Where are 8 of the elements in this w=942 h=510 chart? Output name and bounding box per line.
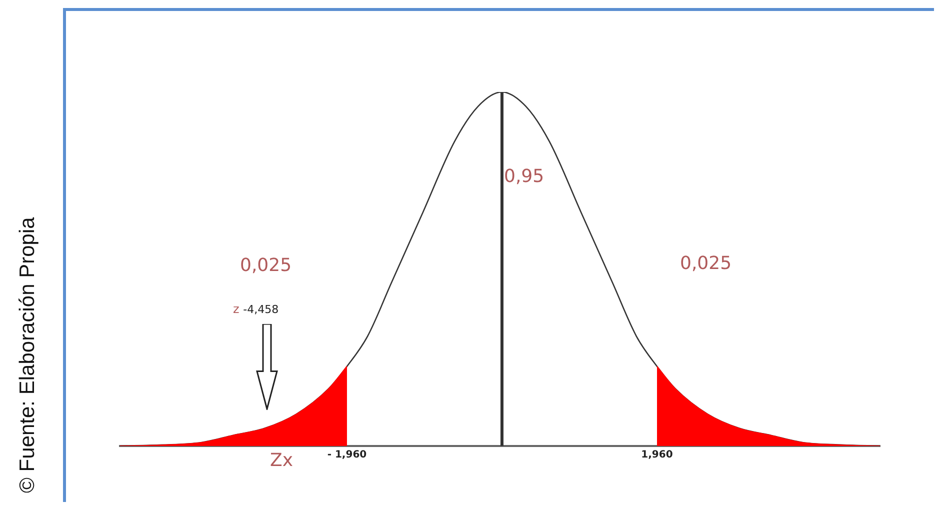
text: © Fuente: Elaboración Propia <box>16 217 40 493</box>
x-tick-label: - 1,960 <box>327 450 367 461</box>
annotation: z -4,458 <box>233 302 279 316</box>
annotation: 0,95 <box>504 165 544 188</box>
annotation: 0,025 <box>240 254 292 278</box>
x-tick-label: 1,960 <box>641 450 673 461</box>
annotation: 0,025 <box>680 252 732 276</box>
text: Zx <box>270 449 293 472</box>
